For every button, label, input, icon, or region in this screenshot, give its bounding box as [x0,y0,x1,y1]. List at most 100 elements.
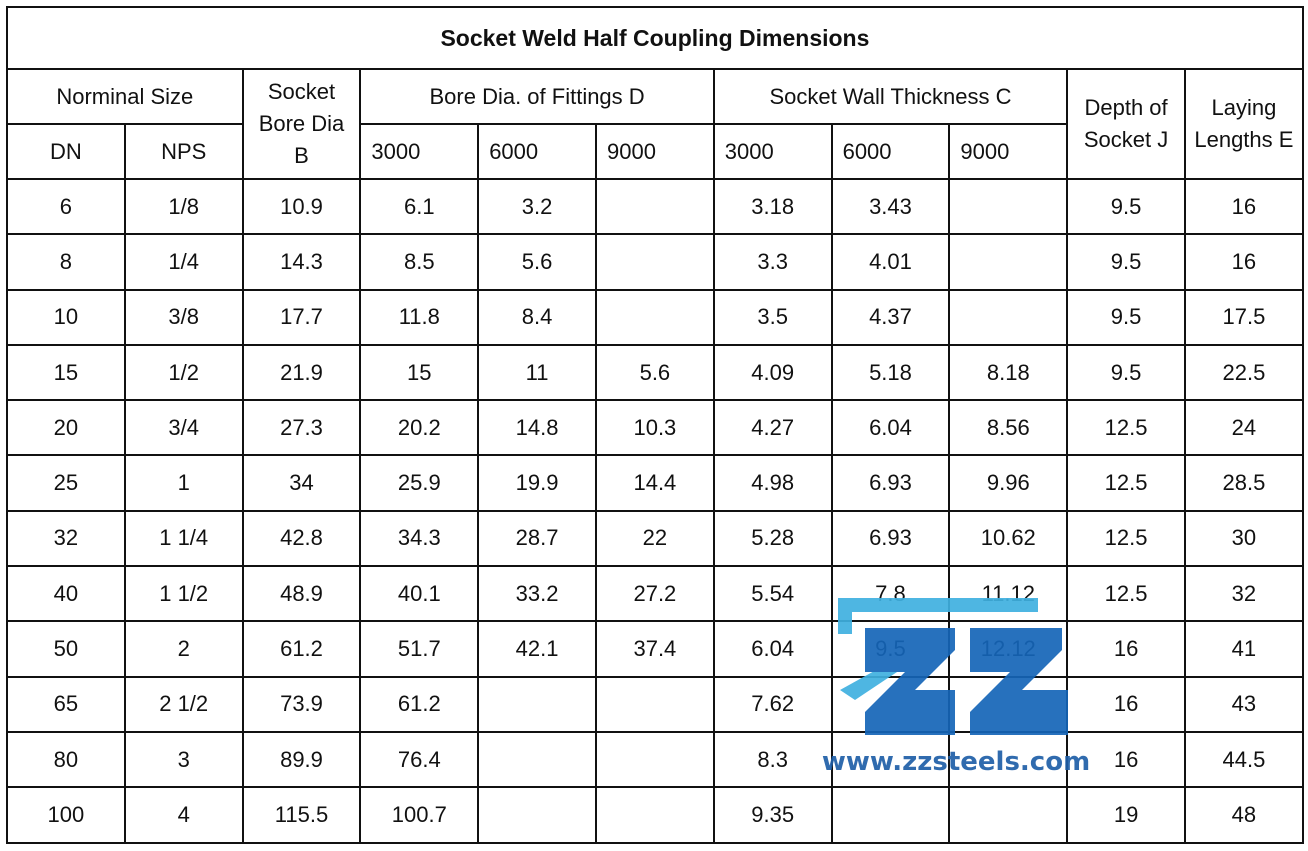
table-cell [948,177,1069,236]
table-cell: 100.7 [359,786,480,844]
table-cell: 28.7 [477,509,597,568]
table-cell: 21.9 [241,343,362,402]
table-cell: 41 [1183,620,1304,678]
table-cell: 16 [1066,620,1186,678]
table-row: 15 1/2 21.9 15 11 5.6 4.09 5.18 8.18 9.5 22.5 [6,343,1304,402]
table-cell: 3.18 [712,177,833,236]
table-cell: 1 1/2 [123,565,244,623]
table-cell: 3.3 [712,233,833,291]
table-cell: 17.5 [1183,288,1304,346]
table-cell: 4.37 [830,288,951,346]
table-cell: 2 [123,620,244,678]
table-cell: 12.12 [948,620,1069,678]
header-cell: Socket Bore Dia B [241,68,362,180]
table-cell: 4.98 [712,454,833,512]
header-cell: DN [6,123,126,180]
table-cell: 48 [1183,786,1304,844]
table-cell: 44.5 [1183,730,1304,789]
table-cell: 9.5 [1066,343,1186,402]
table-cell: 30 [1183,509,1304,568]
header-cell: 3000 [712,123,833,180]
table-cell: 32 [6,509,126,568]
table-cell [948,730,1069,789]
header-cell: Depth of Socket J [1066,68,1186,180]
table-cell: 8.56 [948,399,1069,457]
table-cell: 43 [1183,675,1304,733]
table-cell: 8.18 [948,343,1069,402]
table-cell [594,675,715,733]
table-cell: 9.5 [830,620,951,678]
table-cell: 50 [6,620,126,678]
table-cell: 33.2 [477,565,597,623]
table-cell: 6.1 [359,177,480,236]
table-cell: 48.9 [241,565,362,623]
table-cell [594,177,715,236]
table-cell: 6.04 [830,399,951,457]
table-cell [477,730,597,789]
table-row: 25 1 34 25.9 19.9 14.4 4.98 6.93 9.96 12.5 28.5 [6,454,1304,512]
table-cell: 16 [1183,177,1304,236]
table-cell: 76.4 [359,730,480,789]
table-cell: 19.9 [477,454,597,512]
dimension-table: Socket Weld Half Coupling Dimensions Nor… [6,6,1304,844]
table-cell: 42.1 [477,620,597,678]
table-cell: 9.5 [1066,288,1186,346]
table-cell: 5.28 [712,509,833,568]
table-row: 40 1 1/2 48.9 40.1 33.2 27.2 5.54 7.8 11.12 12.5 3… [6,565,1304,623]
table-cell: 5.6 [477,233,597,291]
table-cell: 15 [6,343,126,402]
table-cell [594,288,715,346]
header-cell: Socket Wall Thickness C [712,68,1069,125]
table-row: 6 1/8 10.9 6.1 3.2 3.18 3.43 9.5 16 [6,177,1304,236]
table-row: 8 1/4 14.3 8.5 5.6 3.3 4.01 9.5 16 [6,233,1304,291]
table-cell: 14.8 [477,399,597,457]
table-cell: 17.7 [241,288,362,346]
table-row: 10 3/8 17.7 11.8 8.4 3.5 4.37 9.5 17.5 [6,288,1304,346]
header-cell: 6000 [830,123,951,180]
table-cell: 11 [477,343,597,402]
table-cell: 9.5 [1066,177,1186,236]
table-cell: 16 [1066,730,1186,789]
table-cell: 3.5 [712,288,833,346]
table-cell: 6.93 [830,509,951,568]
table-cell: 8.5 [359,233,480,291]
table-cell: 12.5 [1066,509,1186,568]
table-cell: 14.4 [594,454,715,512]
table-cell: 40.1 [359,565,480,623]
table-cell: 22 [594,509,715,568]
table-cell: 10.62 [948,509,1069,568]
table-cell: 65 [6,675,126,733]
table-cell: 27.3 [241,399,362,457]
table-cell: 37.4 [594,620,715,678]
table-row: 65 2 1/2 73.9 61.2 7.62 16 43 [6,675,1304,733]
table-cell: 7.8 [830,565,951,623]
header-cell: 9000 [948,123,1069,180]
table-cell: 15 [359,343,480,402]
table-cell: 61.2 [241,620,362,678]
table-cell: 3 [123,730,244,789]
table-cell [477,675,597,733]
table-cell: 12.5 [1066,565,1186,623]
table-cell: 6 [6,177,126,236]
table-cell: 1/2 [123,343,244,402]
table-cell [830,730,951,789]
table-cell: 16 [1183,233,1304,291]
table-title: Socket Weld Half Coupling Dimensions [6,6,1304,70]
table-cell: 89.9 [241,730,362,789]
table-cell [830,786,951,844]
table-cell: 25 [6,454,126,512]
table-cell: 9.96 [948,454,1069,512]
table-body: 6 1/8 10.9 6.1 3.2 3.18 3.43 9.5 16 8 1/4 14.3 8.5 5.… [6,177,1304,844]
table-cell: 42.8 [241,509,362,568]
table-cell: 10.3 [594,399,715,457]
table-row: 50 2 61.2 51.7 42.1 37.4 6.04 9.5 12.12 16 41 [6,620,1304,678]
table-cell: 34 [241,454,362,512]
table-cell: 32 [1183,565,1304,623]
table-row: 32 1 1/4 42.8 34.3 28.7 22 5.28 6.93 10.62 12.5 30 [6,509,1304,568]
table-cell: 14.3 [241,233,362,291]
table-cell: 3.43 [830,177,951,236]
table-cell: 1 1/4 [123,509,244,568]
table-cell: 73.9 [241,675,362,733]
table-cell: 20 [6,399,126,457]
table-cell: 9.35 [712,786,833,844]
